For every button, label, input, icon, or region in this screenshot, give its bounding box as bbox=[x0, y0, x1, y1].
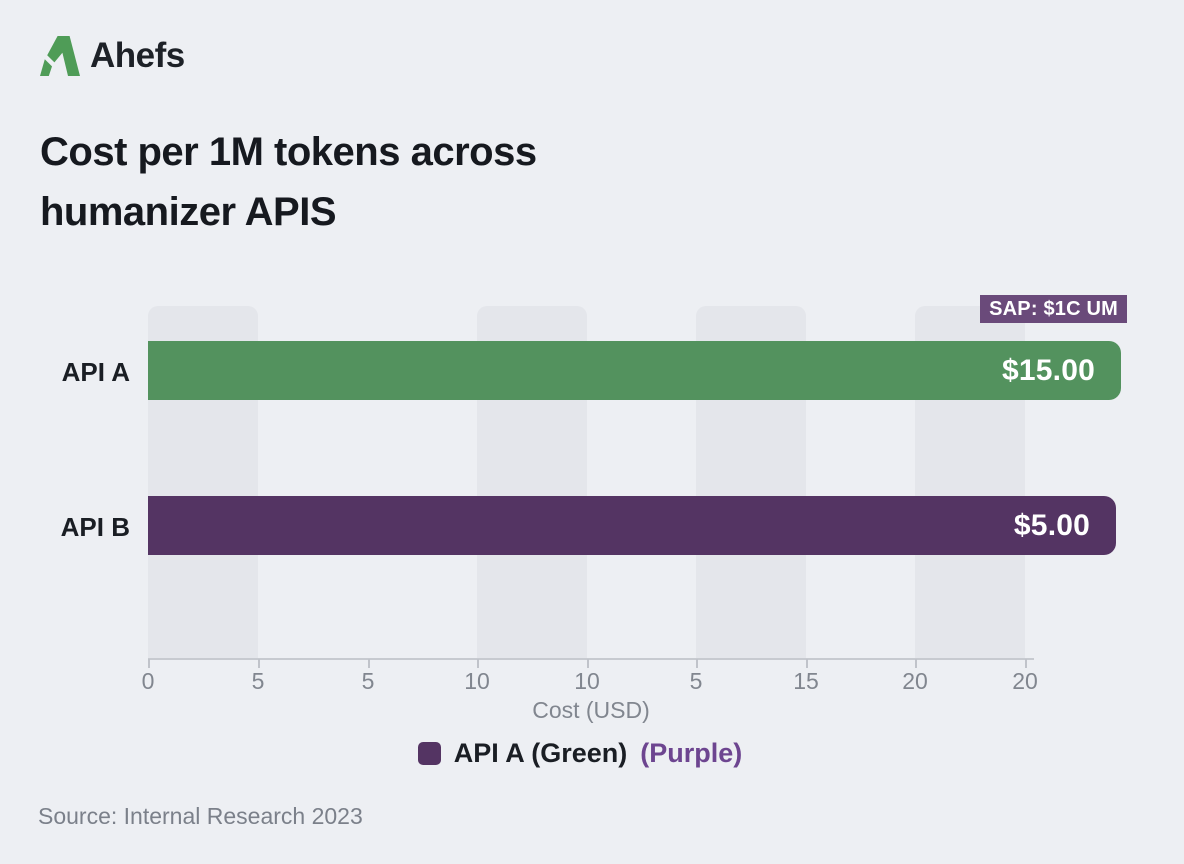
x-axis-tick bbox=[477, 659, 479, 668]
x-axis-tick-label: 0 bbox=[141, 668, 155, 694]
annotation-badge: SAP: $1C UM bbox=[980, 295, 1127, 323]
bar-api-a: $15.00 bbox=[148, 341, 1121, 400]
x-axis-tick-label: 15 bbox=[793, 668, 819, 694]
x-axis-tick-label: 5 bbox=[361, 668, 375, 694]
x-axis-tick bbox=[258, 659, 260, 668]
legend-label: API A (Green) bbox=[453, 738, 628, 768]
bar-api-b: $5.00 bbox=[148, 496, 1116, 555]
x-axis-tick bbox=[1025, 659, 1027, 668]
x-axis-tick bbox=[148, 659, 150, 668]
category-label-api-a: API A bbox=[61, 357, 130, 387]
x-axis-tick bbox=[696, 659, 698, 668]
x-axis-tick-label: 20 bbox=[1012, 668, 1038, 694]
x-axis-tick bbox=[368, 659, 370, 668]
brand-logo-icon bbox=[40, 36, 80, 76]
legend-label-purple: (Purple) bbox=[640, 738, 743, 768]
source-note: Source: Internal Research 2023 bbox=[38, 803, 363, 829]
brand-name: Ahefs bbox=[90, 36, 185, 75]
x-axis-title: Cost (USD) bbox=[532, 697, 650, 723]
x-axis-tick bbox=[806, 659, 808, 668]
chart-title: Cost per 1M tokens across humanizer APIS bbox=[40, 130, 537, 234]
brand-logo: Ahefs bbox=[40, 36, 185, 76]
bar-value-api-b: $5.00 bbox=[1013, 508, 1090, 542]
x-axis-tick-label: 5 bbox=[251, 668, 265, 694]
x-axis-tick-label: 20 bbox=[902, 668, 928, 694]
legend-swatch bbox=[417, 742, 441, 765]
bar-value-api-a: $15.00 bbox=[1002, 353, 1095, 387]
x-axis-tick bbox=[915, 659, 917, 668]
x-axis-tick-label: 10 bbox=[574, 668, 600, 694]
legend: API A (Green) (Purple) bbox=[0, 738, 1160, 769]
x-axis-tick bbox=[587, 659, 589, 668]
category-label-api-b: API B bbox=[60, 512, 130, 542]
x-axis-tick-label: 10 bbox=[464, 668, 490, 694]
x-axis-line bbox=[148, 658, 1034, 660]
x-axis-tick-label: 5 bbox=[689, 668, 703, 694]
